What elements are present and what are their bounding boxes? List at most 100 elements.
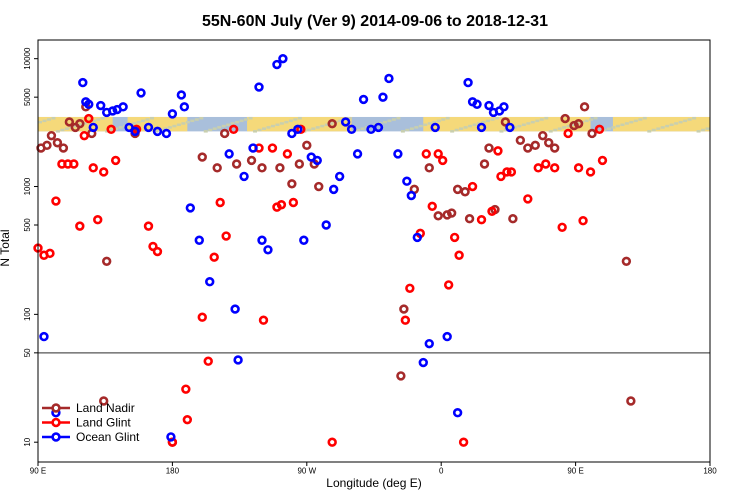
ocean-glint-point bbox=[176, 90, 187, 100]
land-glint-point bbox=[467, 181, 478, 192]
coastline-mark bbox=[571, 123, 576, 127]
land-glint-point bbox=[327, 437, 337, 447]
land-glint-point bbox=[523, 194, 533, 204]
ocean-glint-point bbox=[499, 102, 509, 112]
ocean-glint-point bbox=[287, 128, 297, 139]
land-glint-point bbox=[93, 215, 103, 225]
coastline-mark bbox=[46, 118, 51, 121]
coastline-mark bbox=[445, 116, 450, 120]
land-glint-point bbox=[258, 315, 269, 325]
coastline-mark bbox=[324, 123, 329, 127]
coastline-mark bbox=[678, 120, 683, 124]
coastline-mark bbox=[387, 119, 392, 123]
land-nadir-point bbox=[46, 130, 57, 141]
y-axis: 10 50 100 500 1000 5000 10000 bbox=[23, 47, 38, 447]
y-tick-label: 10 bbox=[23, 437, 32, 446]
ocean-glint-point bbox=[263, 245, 273, 255]
x-tick-label: 180 bbox=[703, 467, 717, 476]
coastline-mark bbox=[638, 118, 643, 121]
coastline-mark bbox=[660, 126, 665, 129]
coastline-mark bbox=[208, 128, 213, 132]
ocean-glint-point bbox=[272, 59, 282, 70]
ocean-glint-point bbox=[152, 126, 163, 137]
coastline-mark bbox=[275, 123, 280, 127]
ocean-glint-point bbox=[166, 432, 176, 442]
land-nadir-point bbox=[508, 214, 518, 224]
ocean-glint-point bbox=[239, 171, 249, 182]
ocean-glint-point bbox=[293, 124, 303, 135]
ocean-glint-point bbox=[418, 357, 428, 368]
land-nadir-point bbox=[275, 163, 285, 173]
coastline-mark bbox=[656, 127, 661, 130]
x-tick-label: 90 W bbox=[297, 467, 316, 476]
coastline-mark bbox=[167, 126, 172, 129]
land-glint-point bbox=[79, 130, 89, 141]
legend-label: Ocean Glint bbox=[76, 430, 140, 444]
ocean-glint-point bbox=[233, 355, 243, 365]
coastline-mark bbox=[642, 116, 647, 120]
land-glint-point bbox=[182, 414, 193, 425]
land-nadir-point bbox=[579, 102, 590, 112]
coastline-mark bbox=[687, 118, 692, 121]
ocean-glint-point bbox=[346, 124, 357, 135]
coastline-mark bbox=[647, 130, 652, 133]
coastline-mark bbox=[288, 119, 293, 123]
coastline-mark bbox=[539, 118, 544, 121]
land-glint-point bbox=[181, 384, 191, 394]
coastline-mark bbox=[629, 120, 634, 124]
coastline-mark bbox=[598, 130, 602, 133]
coastline-mark bbox=[494, 116, 499, 120]
coastline-mark bbox=[557, 127, 562, 130]
ocean-glint-point bbox=[161, 128, 172, 139]
ocean-glint-point bbox=[96, 100, 106, 111]
coastline-mark bbox=[270, 124, 275, 128]
ocean-glint-point bbox=[340, 117, 351, 127]
land-glint-point bbox=[487, 206, 497, 216]
land-nadir-point bbox=[500, 117, 511, 127]
coastline-mark bbox=[620, 123, 625, 127]
coastline-mark bbox=[490, 118, 495, 121]
coastline-mark bbox=[114, 127, 119, 130]
land-glint-point bbox=[405, 283, 415, 293]
coastline-mark bbox=[391, 118, 396, 121]
coastline-mark bbox=[172, 124, 177, 128]
ocean-glint-point bbox=[205, 277, 215, 287]
coastline-mark bbox=[91, 119, 96, 123]
coastline-mark bbox=[566, 124, 571, 128]
coastline-mark bbox=[396, 116, 401, 120]
coastline-mark bbox=[548, 130, 553, 133]
coastline-mark bbox=[669, 123, 674, 127]
land-glint-point bbox=[597, 155, 608, 166]
coastline-mark bbox=[199, 116, 204, 120]
coastline-mark bbox=[297, 116, 302, 120]
coastline-mark bbox=[338, 119, 343, 123]
coastline-mark bbox=[624, 122, 629, 125]
land-nadir-point bbox=[246, 155, 257, 166]
coastline-mark bbox=[508, 127, 513, 130]
ocean-glint-point bbox=[452, 408, 463, 418]
data-points bbox=[33, 53, 636, 447]
land-band-segment bbox=[247, 116, 352, 132]
land-nadir-point bbox=[479, 159, 490, 169]
land-nadir-point bbox=[399, 304, 409, 314]
ocean-glint-point bbox=[328, 184, 339, 195]
coastline-mark bbox=[145, 118, 150, 121]
land-glint-point bbox=[533, 163, 543, 173]
coastline-mark bbox=[109, 128, 114, 132]
coastline-mark bbox=[306, 128, 311, 132]
land-nadir-point bbox=[573, 119, 584, 129]
land-nadir-point bbox=[549, 143, 560, 153]
x-tick-label: 0 bbox=[439, 467, 444, 476]
land-nadir-point bbox=[257, 163, 267, 173]
land-glint-point bbox=[458, 437, 469, 447]
coastline-mark bbox=[221, 124, 226, 128]
coastline-mark bbox=[212, 127, 217, 130]
y-axis-label: N Total bbox=[0, 229, 12, 266]
ocean-glint-point bbox=[230, 304, 240, 314]
ocean-glint-point bbox=[406, 190, 417, 201]
y-tick-label: 500 bbox=[23, 218, 32, 232]
coastline-mark bbox=[239, 119, 244, 123]
coastline-mark bbox=[606, 127, 611, 130]
land-nadir-point bbox=[314, 181, 324, 192]
coastline-mark bbox=[553, 128, 558, 132]
